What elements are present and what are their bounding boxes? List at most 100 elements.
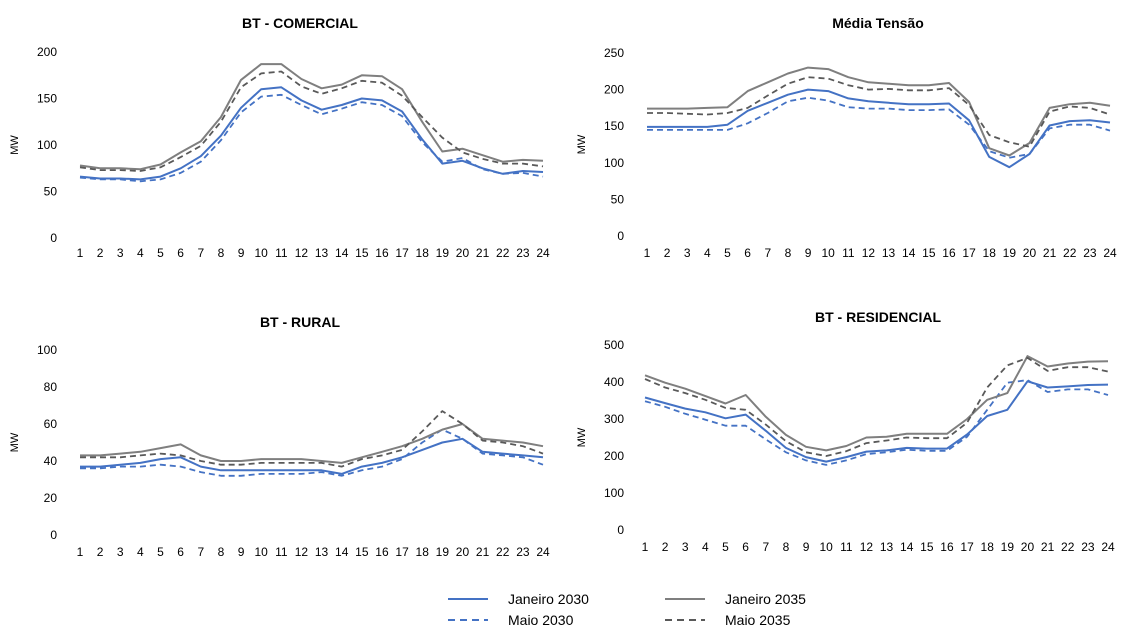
- x-tick-label: 17: [962, 246, 976, 260]
- legend-label: Janeiro 2030: [508, 591, 589, 607]
- x-tick-label: 24: [1103, 246, 1117, 260]
- x-tick-label: 15: [922, 246, 936, 260]
- x-tick-label: 17: [395, 545, 409, 559]
- x-tick-label: 9: [238, 545, 245, 559]
- y-axis-label: MW: [576, 427, 588, 447]
- x-tick-label: 20: [1021, 540, 1035, 554]
- x-tick-label: 4: [702, 540, 709, 554]
- x-tick-label: 8: [218, 246, 225, 260]
- x-tick-label: 8: [218, 545, 225, 559]
- series-line: [79, 70, 544, 172]
- y-tick-label: 50: [611, 192, 625, 206]
- x-tick-label: 21: [476, 246, 490, 260]
- y-tick-label: 150: [37, 92, 57, 106]
- x-tick-label: 3: [684, 246, 691, 260]
- x-tick-label: 14: [902, 246, 916, 260]
- x-tick-label: 6: [177, 545, 184, 559]
- x-tick-label: 10: [819, 540, 833, 554]
- chart-title: BT - RURAL: [260, 314, 341, 330]
- x-tick-label: 22: [1061, 540, 1075, 554]
- x-tick-label: 13: [315, 246, 329, 260]
- y-tick-label: 100: [604, 156, 624, 170]
- x-tick-label: 14: [335, 246, 349, 260]
- series-line: [647, 96, 1111, 159]
- x-tick-label: 21: [1043, 246, 1057, 260]
- y-tick-label: 0: [617, 229, 624, 243]
- x-tick-label: 14: [900, 540, 914, 554]
- x-tick-label: 6: [744, 246, 751, 260]
- y-tick-label: 0: [50, 231, 57, 245]
- y-tick-label: 500: [604, 338, 624, 352]
- x-tick-label: 2: [97, 246, 104, 260]
- series-line: [647, 76, 1111, 148]
- x-tick-label: 7: [197, 246, 204, 260]
- x-tick-label: 22: [496, 545, 510, 559]
- series-line: [644, 355, 1109, 452]
- y-tick-label: 300: [604, 412, 624, 426]
- x-tick-label: 21: [1041, 540, 1055, 554]
- y-tick-label: 200: [37, 45, 57, 59]
- x-tick-label: 20: [456, 246, 470, 260]
- series-line: [644, 356, 1109, 457]
- x-tick-label: 1: [644, 246, 651, 260]
- x-tick-label: 6: [742, 540, 749, 554]
- x-tick-label: 4: [137, 545, 144, 559]
- x-tick-label: 15: [355, 545, 369, 559]
- x-tick-label: 9: [238, 246, 245, 260]
- x-tick-label: 13: [880, 540, 894, 554]
- y-tick-label: 400: [604, 375, 624, 389]
- x-tick-label: 18: [983, 246, 997, 260]
- y-tick-label: 200: [604, 449, 624, 463]
- x-tick-label: 4: [137, 246, 144, 260]
- x-tick-label: 17: [395, 246, 409, 260]
- x-tick-label: 23: [1083, 246, 1097, 260]
- x-tick-label: 11: [840, 540, 853, 554]
- x-tick-label: 9: [805, 246, 812, 260]
- y-axis-label: MW: [9, 135, 21, 155]
- y-tick-label: 200: [604, 83, 624, 97]
- x-tick-label: 1: [77, 545, 84, 559]
- x-tick-label: 7: [762, 540, 769, 554]
- series-line: [80, 437, 544, 475]
- x-tick-label: 8: [783, 540, 790, 554]
- x-tick-label: 13: [315, 545, 329, 559]
- x-tick-label: 10: [254, 246, 268, 260]
- series-line: [79, 86, 544, 181]
- y-tick-label: 80: [44, 380, 58, 394]
- x-tick-label: 19: [1003, 246, 1017, 260]
- y-axis-label: MW: [576, 134, 588, 154]
- series-line: [80, 428, 544, 477]
- chart-title: Média Tensão: [832, 15, 924, 31]
- series-line: [80, 410, 544, 468]
- x-tick-label: 24: [1101, 540, 1115, 554]
- x-tick-label: 21: [476, 545, 490, 559]
- x-tick-label: 2: [97, 545, 104, 559]
- x-tick-label: 1: [77, 246, 84, 260]
- x-tick-label: 12: [295, 545, 309, 559]
- y-tick-label: 150: [604, 119, 624, 133]
- x-tick-label: 11: [275, 246, 288, 260]
- series-line: [647, 88, 1111, 169]
- y-tick-label: 50: [44, 185, 58, 199]
- x-tick-label: 12: [295, 246, 309, 260]
- series-line: [79, 63, 544, 171]
- x-tick-label: 20: [1023, 246, 1037, 260]
- series-line: [80, 423, 544, 464]
- legend-label: Maio 2030: [508, 612, 574, 628]
- x-tick-label: 19: [436, 545, 450, 559]
- x-tick-label: 6: [177, 246, 184, 260]
- x-tick-label: 3: [117, 545, 124, 559]
- x-tick-label: 14: [335, 545, 349, 559]
- x-tick-label: 23: [516, 545, 530, 559]
- series-line: [79, 93, 544, 183]
- x-tick-label: 16: [375, 545, 389, 559]
- x-tick-label: 3: [682, 540, 689, 554]
- x-tick-label: 19: [1001, 540, 1015, 554]
- x-tick-label: 22: [1063, 246, 1077, 260]
- x-tick-label: 23: [516, 246, 530, 260]
- series-line: [644, 379, 1109, 466]
- x-tick-label: 15: [920, 540, 934, 554]
